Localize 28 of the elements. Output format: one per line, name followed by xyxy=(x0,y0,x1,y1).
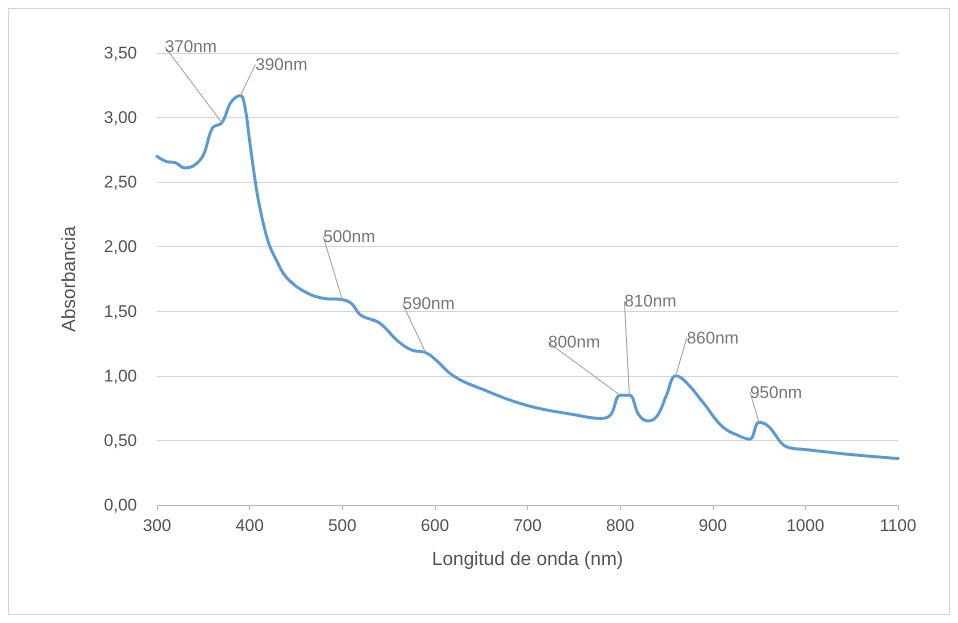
y-tick-label: 3,00 xyxy=(104,108,137,128)
annotation: 590nm xyxy=(402,294,455,314)
x-tick-label: 1100 xyxy=(880,516,916,535)
line-series xyxy=(156,94,900,460)
y-tick-label: 0,50 xyxy=(104,430,137,450)
y-tick-label: 3,50 xyxy=(104,44,137,62)
annotation: 950nm xyxy=(750,382,802,402)
annotation: 370nm xyxy=(164,37,217,56)
x-tick-label: 900 xyxy=(698,516,727,535)
y-tick-label: 0,00 xyxy=(104,496,137,514)
annotation: 390nm xyxy=(255,55,308,74)
x-tick-label: 500 xyxy=(328,516,356,535)
annotation: 800nm xyxy=(548,332,600,352)
x-tick-label: 300 xyxy=(142,516,172,535)
y-tick-label: 1,50 xyxy=(104,302,137,321)
annotation: 500nm xyxy=(323,227,376,246)
x-tick-label: 800 xyxy=(606,516,634,535)
annotation: 810nm xyxy=(624,292,676,311)
y-tick-label: 2,00 xyxy=(104,237,137,256)
x-tick-label: 400 xyxy=(235,516,264,535)
x-tick-label: 600 xyxy=(420,516,450,535)
y-tick-label: 1,00 xyxy=(104,366,137,386)
y-tick-label: 2,50 xyxy=(104,172,137,192)
x-axis-title: Longitud de onda (nm) xyxy=(432,549,624,570)
x-tick-label: 700 xyxy=(513,516,542,535)
x-tick-label: 1000 xyxy=(786,516,824,535)
y-axis-title: Absorbancia xyxy=(59,226,80,332)
annotation: 860nm xyxy=(686,328,739,348)
